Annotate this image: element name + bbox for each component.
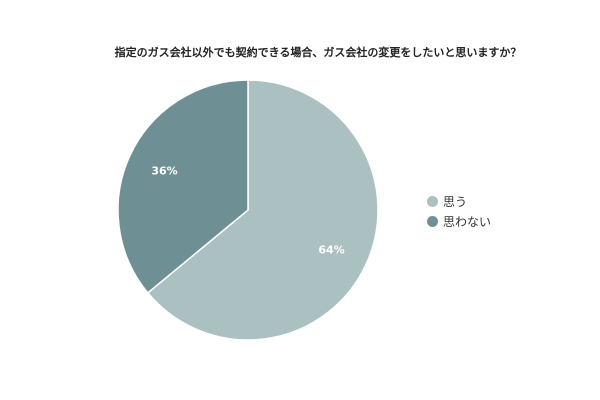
data-label-omou: 64% <box>318 243 344 256</box>
chart-title: 指定のガス会社以外でも契約できる場合、ガス会社の変更をしたいと思いますか？ <box>114 46 522 59</box>
legend-item-omowanai[interactable]: 思わない <box>427 211 491 231</box>
legend-label-omowanai: 思わない <box>443 214 492 229</box>
legend: 思う 思わない <box>427 191 491 231</box>
data-label-omowanai: 36% <box>151 165 177 178</box>
legend-label-omou: 思う <box>443 194 468 209</box>
slice-omowanai[interactable] <box>117 79 249 294</box>
legend-item-omou[interactable]: 思う <box>427 191 491 211</box>
legend-swatch-omowanai <box>427 215 438 227</box>
slice-omou[interactable] <box>146 79 379 341</box>
legend-swatch-omou <box>427 195 438 207</box>
